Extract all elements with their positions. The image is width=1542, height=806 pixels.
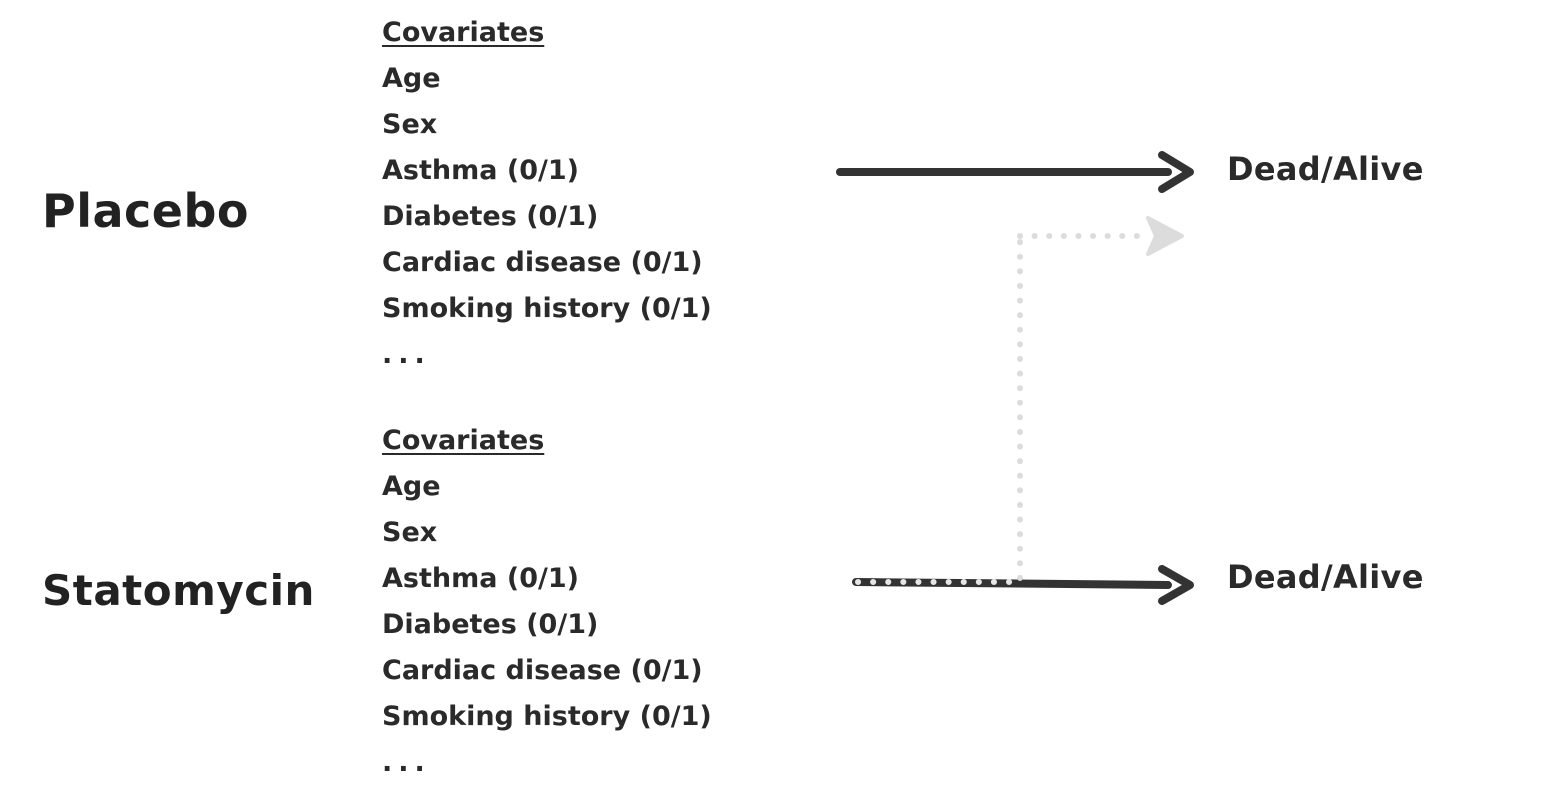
statomycin-group-label: Statomycin [42,566,315,615]
covariates-heading: Covariates [382,17,545,48]
covariate-diabetes: Diabetes (0/1) [382,609,599,640]
covariate-cardiac-disease: Cardiac disease (0/1) [382,247,703,278]
counterfactual-dotted-arrow [855,216,1184,585]
covariate-age: Age [382,63,441,94]
placebo-outcome-label: Dead/Alive [1227,150,1424,188]
covariate-smoking-history: Smoking history (0/1) [382,701,712,732]
covariate-diabetes: Diabetes (0/1) [382,201,599,232]
placebo-outcome-arrow [836,151,1194,193]
covariate-sex: Sex [382,517,438,548]
covariates-ellipsis: ... [382,747,431,778]
covariate-smoking-history: Smoking history (0/1) [382,293,712,324]
covariate-sex: Sex [382,109,438,140]
statomycin-outcome-arrow [852,565,1194,605]
statomycin-covariates-list: Covariates Age Sex Asthma (0/1) Diabetes… [382,418,712,786]
covariate-age: Age [382,471,441,502]
covariates-heading: Covariates [382,425,545,456]
placebo-covariates-list: Covariates Age Sex Asthma (0/1) Diabetes… [382,10,712,378]
covariate-asthma: Asthma (0/1) [382,155,579,186]
placebo-group-label: Placebo [42,184,250,238]
statomycin-outcome-label: Dead/Alive [1227,558,1424,596]
covariates-ellipsis: ... [382,339,431,370]
covariate-asthma: Asthma (0/1) [382,563,579,594]
covariate-cardiac-disease: Cardiac disease (0/1) [382,655,703,686]
